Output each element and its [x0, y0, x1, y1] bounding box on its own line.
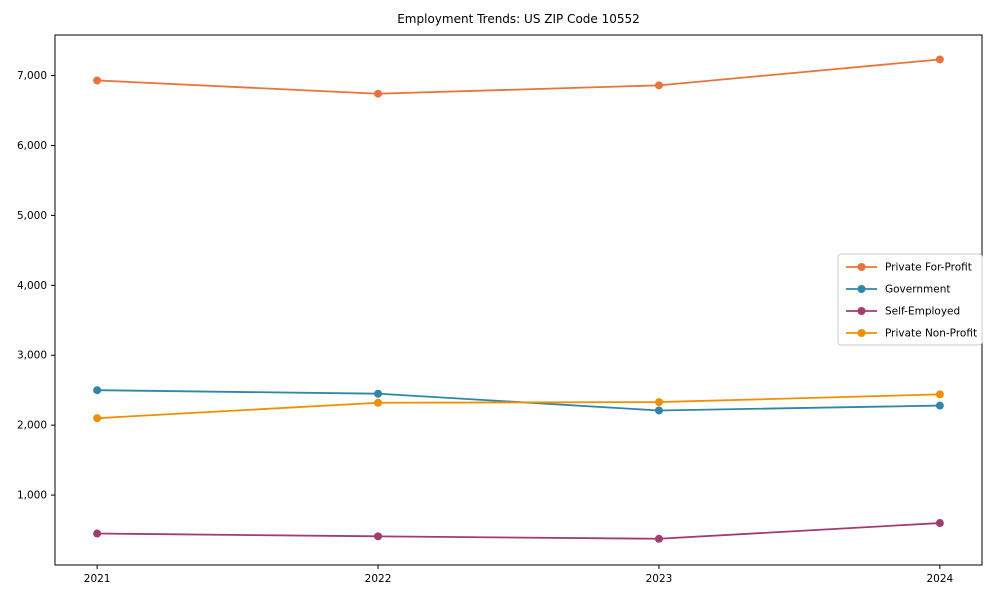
data-point-private-for-profit: [93, 76, 102, 85]
data-point-government: [935, 401, 944, 410]
y-tick-label: 7,000: [17, 70, 47, 82]
series-line-private-non-profit: [97, 393, 940, 420]
data-point-self-employed: [935, 519, 944, 528]
y-tick-label: 4,000: [17, 280, 47, 292]
legend-box: [837, 253, 983, 346]
x-tick-label: 2022: [365, 573, 392, 585]
data-point-self-employed: [374, 532, 383, 541]
series-line-government: [97, 389, 940, 412]
x-tick-label: 2023: [646, 573, 673, 585]
data-point-private-non-profit: [935, 390, 944, 399]
y-tick-label: 3,000: [17, 350, 47, 362]
x-tick-label: 2024: [926, 573, 953, 585]
data-point-government: [93, 386, 102, 395]
data-point-self-employed: [93, 529, 102, 538]
y-tick-label: 2,000: [17, 420, 47, 432]
y-tick-label: 1,000: [17, 490, 47, 502]
data-point-private-non-profit: [93, 414, 102, 423]
data-point-private-non-profit: [374, 398, 383, 407]
data-point-self-employed: [654, 534, 663, 543]
data-point-private-non-profit: [654, 398, 663, 407]
y-tick-label: 5,000: [17, 210, 47, 222]
data-point-government: [374, 389, 383, 398]
data-point-private-for-profit: [654, 81, 663, 90]
data-point-government: [654, 406, 663, 415]
x-tick-label: 2021: [84, 573, 111, 585]
legend-marker-private-non-profit: [857, 329, 866, 337]
legend-label-government: Government: [885, 284, 950, 296]
legend-label-self-employed: Self-Employed: [885, 306, 960, 318]
series-line-self-employed: [97, 522, 940, 540]
legend-marker-government: [857, 285, 866, 293]
chart-title: Employment Trends: US ZIP Code 10552: [397, 12, 640, 26]
legend-marker-private-for-profit: [857, 263, 866, 271]
y-tick-label: 6,000: [17, 140, 47, 152]
legend-label-private-non-profit: Private Non-Profit: [885, 328, 977, 340]
data-point-private-for-profit: [935, 55, 944, 64]
legend-marker-self-employed: [857, 307, 866, 315]
data-point-private-for-profit: [374, 89, 383, 98]
series-line-private-for-profit: [97, 58, 940, 95]
legend-label-private-for-profit: Private For-Profit: [885, 262, 972, 274]
